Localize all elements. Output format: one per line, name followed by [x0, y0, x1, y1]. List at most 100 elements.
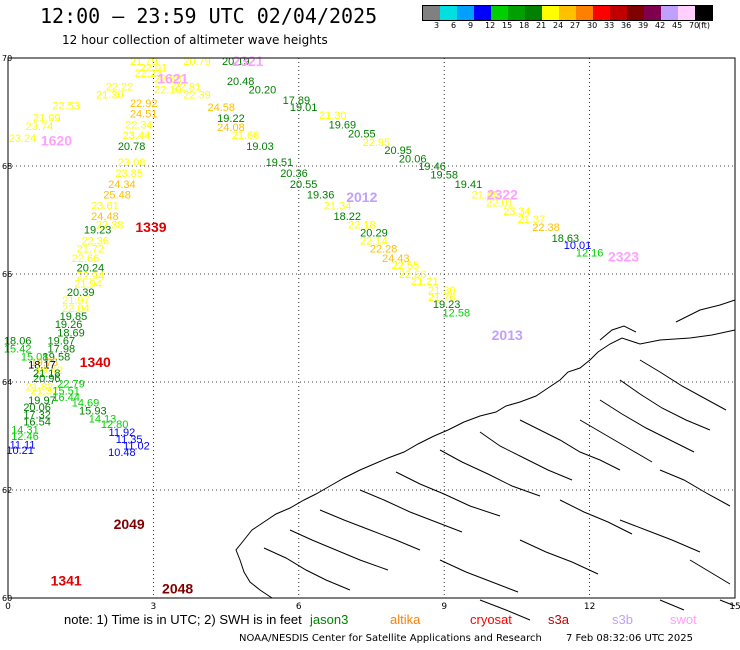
- wave-height-label: 19.67: [48, 335, 76, 347]
- wave-height-label: 15.51: [52, 386, 80, 398]
- wave-height-label: 21.72: [77, 244, 105, 256]
- coastline-segment: [599, 399, 695, 453]
- wave-height-label: 14.31: [11, 425, 39, 437]
- wave-height-label: 22.22: [106, 82, 134, 94]
- color-swatch: [508, 6, 525, 20]
- wave-height-label: 18.17: [28, 360, 56, 372]
- mission-name-label: s3a: [548, 612, 570, 627]
- note-text: note: 1) Time is in UTC; 2) SWH is in fe…: [64, 612, 302, 627]
- wave-height-label: 19.23: [433, 299, 461, 311]
- pass-id-label: 2322: [487, 186, 518, 202]
- wave-height-label: 19.58: [430, 170, 458, 182]
- chart-title: 12:00 — 23:59 UTC 02/04/2025: [40, 4, 378, 28]
- wave-height-label: 14.69: [72, 398, 100, 410]
- pass-id-label: 1621: [157, 70, 188, 86]
- wave-height-label: 15.42: [4, 344, 32, 356]
- pass-id-label: 2321: [232, 53, 263, 69]
- wave-height-label: 22.01: [140, 63, 168, 75]
- coastline-segment: [479, 431, 573, 481]
- y-tick-label: 64: [2, 378, 12, 387]
- coastline-segment: [479, 599, 531, 621]
- wave-height-label: 19.22: [217, 113, 245, 125]
- wave-height-label: 19.46: [418, 161, 446, 173]
- wave-height-label: 22.81: [174, 82, 202, 94]
- coastline-segment: [619, 519, 701, 553]
- color-swatch: [491, 6, 508, 20]
- wave-height-label: 18.63: [552, 233, 580, 245]
- color-scale-label: 70: [689, 21, 700, 30]
- wave-height-label: 21.37: [518, 214, 546, 226]
- wave-height-label: 12.80: [101, 419, 129, 431]
- wave-height-label: 17.32: [23, 409, 51, 421]
- coastline-segment: [639, 359, 727, 411]
- axis-tick-labels: 0 3 6 9 12 15 60 62 64 66 68 70: [2, 54, 740, 612]
- wave-height-label: 20.06: [23, 402, 51, 414]
- mission-name-label: jason3: [309, 612, 348, 627]
- wave-height-label: 14.13: [89, 414, 117, 426]
- wave-height-label: 18.69: [57, 327, 85, 339]
- color-scale-label: 3: [434, 21, 440, 30]
- color-scale-label: 6: [451, 21, 457, 30]
- color-scale-label: 18: [519, 21, 530, 30]
- wave-height-label: 17.98: [48, 344, 76, 356]
- wave-height-label: 20.95: [384, 145, 412, 157]
- note-line: note: 1) Time is in UTC; 2) SWH is in fe…: [64, 612, 697, 627]
- x-tick-label: 12: [584, 602, 595, 612]
- wave-height-label: 18.22: [334, 211, 362, 223]
- wave-height-label: 22.38: [96, 219, 124, 231]
- coastline-segment: [579, 419, 653, 463]
- wave-height-label: 23.24: [9, 133, 37, 145]
- wave-height-label: 21.82: [26, 381, 54, 393]
- wave-height-label: 21.79: [130, 56, 158, 68]
- color-swatch: [593, 6, 610, 20]
- wave-height-label: 20.20: [249, 84, 277, 96]
- wave-height-label: 21.94: [74, 279, 102, 291]
- wave-height-label: 11.92: [109, 427, 136, 439]
- color-scale-label: 15: [502, 21, 513, 30]
- x-tick-label: 3: [151, 602, 157, 612]
- color-swatch: [627, 6, 644, 20]
- color-swatch: [678, 6, 695, 20]
- wave-height-label: 20.39: [67, 287, 95, 299]
- pass-id-label: 1341: [51, 573, 82, 589]
- coastline-segment: [559, 499, 633, 535]
- wave-height-label: 11.02: [123, 441, 150, 453]
- color-scale-label: 42: [655, 21, 666, 30]
- wave-height-label: 19.69: [329, 119, 357, 131]
- color-swatch: [695, 6, 712, 20]
- pass-id-label: 2048: [162, 581, 193, 597]
- pass-id-label: 1339: [135, 219, 166, 235]
- map-frame: [7, 57, 736, 599]
- wave-height-label: 23.44: [123, 130, 151, 142]
- wave-height-label: 22.94: [77, 271, 105, 283]
- wave-height-label: 19.36: [307, 190, 335, 202]
- wave-height-label: 12.46: [11, 431, 39, 443]
- color-scale-label: (ft): [698, 21, 711, 30]
- wave-height-label: 16.54: [23, 416, 51, 428]
- coastline-segment: [599, 325, 637, 341]
- wave-height-label: 20.36: [280, 168, 308, 180]
- color-scale-label: 24: [553, 21, 564, 30]
- color-swatch: [474, 6, 491, 20]
- wave-height-label: 20.78: [118, 141, 146, 153]
- color-swatch: [610, 6, 627, 20]
- wave-height-label: 22.66: [72, 253, 100, 265]
- wave-height-label: 22.14: [360, 236, 388, 248]
- wave-height-label: 21.99: [33, 112, 61, 124]
- satellite-pass-ids: 2321 1621 1620 1339 2012 2322 2323 2013 1340 2049…: [41, 53, 639, 597]
- wave-height-label: 23.61: [91, 200, 119, 212]
- wave-height-label: 22.34: [125, 119, 153, 131]
- wave-height-label: 22.28: [370, 244, 398, 256]
- color-swatch: [525, 6, 542, 20]
- wave-height-label: 20.55: [348, 129, 376, 141]
- color-scale-label: 30: [587, 21, 598, 30]
- color-swatch: [423, 6, 440, 20]
- wave-height-label: 20.79: [183, 56, 211, 68]
- coastline: [235, 299, 736, 621]
- x-tick-label: 9: [441, 602, 447, 612]
- coastline-segment: [659, 469, 731, 507]
- coastline-segment: [263, 547, 351, 591]
- mission-name-label: altika: [390, 612, 421, 627]
- coastline-segment: [319, 509, 421, 551]
